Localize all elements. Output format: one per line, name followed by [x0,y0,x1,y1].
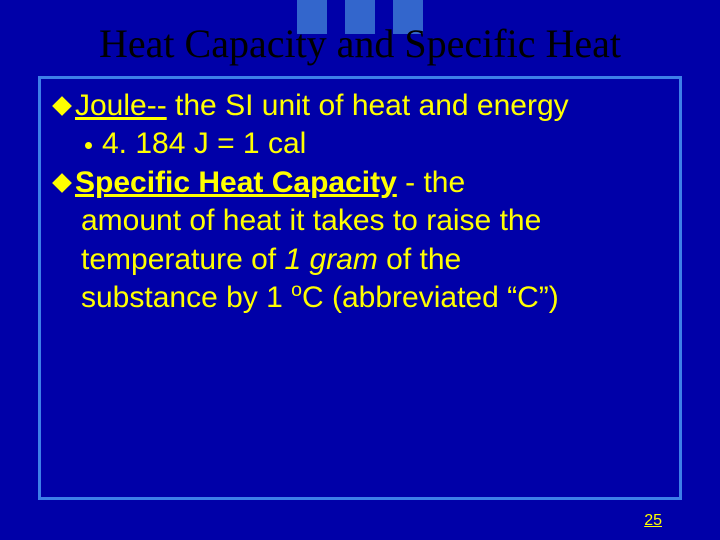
conversion-text: 4. 184 J = 1 cal [102,127,306,160]
bullet-specific-heat: Specific Heat Capacity - the [55,164,665,202]
specific-heat-line2: amount of heat it takes to raise the [55,202,665,240]
bullet-joule: Joule-- the SI unit of heat and energy [55,87,665,125]
specific-heat-rest-a: - the [397,166,465,199]
line4-a: substance by 1 [81,281,291,314]
page-number: 25 [644,512,662,530]
sub-bullet-conversion: 4. 184 J = 1 cal [55,125,665,163]
specific-heat-line3: temperature of 1 gram of the [55,241,665,279]
joule-definition: the SI unit of heat and energy [167,89,569,122]
line3-b: of the [378,243,461,276]
degree-superscript: o [291,279,302,301]
specific-heat-term: Specific Heat Capacity [75,166,397,199]
line3-a: temperature of [81,243,284,276]
diamond-bullet-icon [52,96,72,116]
diamond-bullet-icon [52,173,72,193]
one-gram-italic: 1 gram [284,243,377,276]
line4-b: C (abbreviated “C”) [302,281,559,314]
slide-title: Heat Capacity and Specific Heat [0,20,720,67]
joule-term: Joule-- [75,89,167,122]
content-frame: Joule-- the SI unit of heat and energy 4… [38,76,682,500]
dot-bullet-icon [85,142,92,149]
specific-heat-line4: substance by 1 oC (abbreviated “C”) [55,279,665,317]
